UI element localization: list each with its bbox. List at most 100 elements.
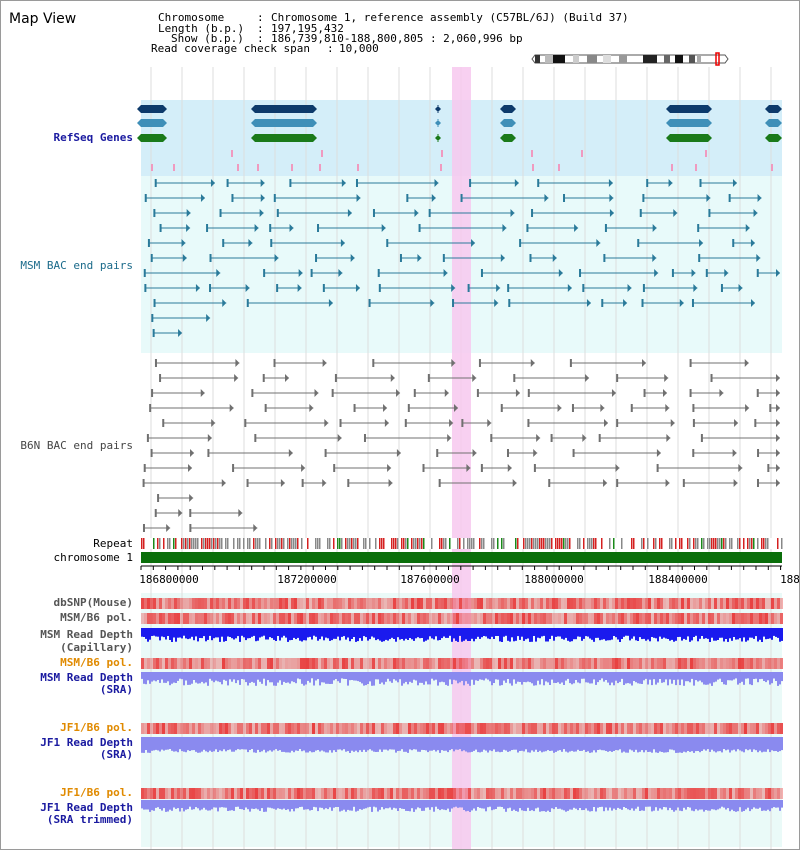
read-depth-bar — [463, 672, 465, 686]
read-depth-bar — [325, 672, 327, 684]
track-label-msm-b6-pol-1[interactable]: MSM/B6 pol. — [60, 611, 133, 624]
polymorphism-cell — [459, 613, 462, 624]
read-depth-bar — [357, 672, 359, 682]
read-depth-bar — [531, 672, 533, 684]
read-depth-bar — [377, 800, 379, 812]
polymorphism-cell — [165, 613, 168, 624]
read-depth-bar — [415, 800, 417, 810]
repeat-segment — [781, 538, 783, 549]
polymorphism-cell — [549, 613, 552, 624]
polymorphism-cell — [402, 613, 405, 624]
polymorphism-cell — [648, 658, 651, 669]
read-depth-bar — [349, 737, 351, 753]
chromosome-ideogram[interactable] — [529, 51, 729, 67]
b6n-bac-pair-arrow — [666, 434, 671, 442]
read-depth-bar — [223, 672, 225, 680]
msm-bac-pair-arrow — [608, 179, 613, 187]
track-label-msm-depth-capillary[interactable]: MSM Read Depth — [40, 628, 133, 641]
gene-marker — [705, 150, 707, 157]
polymorphism-cell — [549, 658, 552, 669]
polymorphism-cell — [438, 788, 441, 799]
repeat-segment — [655, 538, 657, 549]
read-depth-bar — [461, 628, 463, 642]
track-label-refseq[interactable]: RefSeq Genes — [53, 131, 133, 144]
track-label-jf1-b6-pol-1[interactable]: JF1/B6 pol. — [60, 721, 133, 734]
read-depth-bar — [711, 672, 713, 686]
read-depth-bar — [165, 628, 167, 640]
repeat-segment — [191, 538, 193, 549]
polymorphism-cell — [618, 613, 621, 624]
b6n-bac-pair-end — [142, 479, 145, 487]
polymorphism-cell — [249, 658, 252, 669]
read-depth-bar — [291, 737, 293, 751]
polymorphism-cell — [681, 723, 684, 734]
read-depth-bar — [251, 672, 253, 682]
repeat-segment — [169, 538, 171, 549]
polymorphism-cell — [150, 723, 153, 734]
track-label-jf1-b6-pol-2[interactable]: JF1/B6 pol. — [60, 786, 133, 799]
read-depth-bar — [765, 672, 767, 683]
polymorphism-cell — [525, 658, 528, 669]
read-depth-bar — [443, 800, 445, 810]
track-label-b6n-bac[interactable]: B6N BAC end pairs — [20, 439, 133, 452]
read-depth-bar — [289, 628, 291, 641]
repeat-segment — [775, 538, 777, 549]
read-depth-bar — [439, 672, 441, 683]
read-depth-bar — [265, 628, 267, 640]
gene-feature — [765, 134, 782, 142]
read-depth-bar — [479, 737, 481, 753]
read-depth-bar — [243, 800, 245, 810]
read-depth-bar — [733, 672, 735, 680]
read-depth-bar — [557, 800, 559, 809]
read-depth-bar — [673, 672, 675, 680]
read-depth-bar — [725, 800, 727, 810]
polymorphism-cell — [720, 598, 723, 609]
read-depth-bar — [193, 672, 195, 680]
read-depth-bar — [165, 800, 167, 812]
read-depth-bar — [413, 737, 415, 750]
read-depth-bar — [425, 672, 427, 682]
read-depth-bar — [419, 800, 421, 809]
track-label-dbsnp[interactable]: dbSNP(Mouse) — [53, 596, 133, 609]
polymorphism-cell — [753, 723, 756, 734]
repeat-segment — [627, 538, 629, 549]
polymorphism-cell — [657, 658, 660, 669]
track-label-msm-b6-pol-2[interactable]: MSM/B6 pol. — [60, 656, 133, 669]
polymorphism-cell — [648, 598, 651, 609]
polymorphism-cell — [714, 788, 717, 799]
repeat-segment — [343, 538, 345, 549]
msm-bac-features — [143, 179, 780, 337]
read-depth-bar — [185, 672, 187, 681]
read-depth-bar — [505, 737, 507, 751]
read-depth-bar — [625, 672, 627, 684]
polymorphism-cell — [225, 613, 228, 624]
polymorphism-cell — [333, 788, 336, 799]
read-depth-bar — [237, 672, 239, 681]
polymorphism-cell — [180, 658, 183, 669]
polymorphism-cell — [351, 598, 354, 609]
polymorphism-cell — [516, 613, 519, 624]
track-label-jf1-depth-trimmed[interactable]: JF1 Read Depth — [40, 801, 133, 814]
polymorphism-cell — [744, 658, 747, 669]
polymorphism-cell — [192, 613, 195, 624]
track-label-msm-bac[interactable]: MSM BAC end pairs — [20, 259, 133, 272]
polymorphism-cell — [777, 598, 780, 609]
msm-bac-pair-arrow — [623, 299, 628, 307]
read-depth-bar — [469, 737, 471, 753]
read-depth-bar — [427, 672, 429, 685]
track-label-repeat[interactable]: Repeat — [93, 537, 133, 550]
read-depth-bar — [249, 628, 251, 639]
polymorphism-cell — [438, 598, 441, 609]
polymorphism-cell — [351, 788, 354, 799]
track-label-msm-depth-sra[interactable]: MSM Read Depth — [40, 671, 133, 684]
polymorphism-cell — [741, 788, 744, 799]
polymorphism-cell — [378, 598, 381, 609]
repeat-segment — [367, 538, 369, 549]
polymorphism-cell — [267, 598, 270, 609]
polymorphism-cell — [690, 613, 693, 624]
read-depth-bar — [389, 672, 391, 682]
track-label-jf1-depth-sra[interactable]: JF1 Read Depth — [40, 736, 133, 749]
track-label-chromosome[interactable]: chromosome 1 — [53, 551, 133, 564]
polymorphism-cell — [201, 658, 204, 669]
